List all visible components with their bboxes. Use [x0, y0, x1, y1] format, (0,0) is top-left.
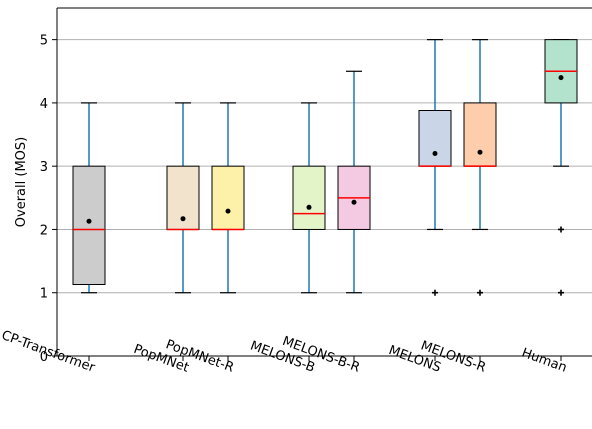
mean-marker	[558, 75, 564, 81]
outlier-marker	[558, 226, 564, 233]
y-tick-label: 2	[40, 223, 48, 238]
mean-marker	[477, 149, 483, 155]
mean-marker	[225, 208, 231, 214]
iqr-box	[463, 102, 497, 167]
mean-marker	[86, 218, 92, 224]
iqr-box	[292, 165, 326, 230]
box-human	[544, 39, 578, 296]
axes	[56, 7, 592, 357]
y-tick-label: 0	[40, 350, 48, 365]
box-popmnet	[166, 102, 200, 294]
box-plot-series	[72, 39, 578, 296]
x-tick-label: Human	[520, 346, 569, 376]
y-ticks: 0 1 2 3 4 5	[40, 34, 57, 365]
mean-marker	[351, 199, 357, 205]
x-tick-label: CP-Transformer	[0, 328, 97, 376]
box-cp-transformer	[72, 102, 106, 294]
box-popmnet-r	[211, 102, 245, 294]
iqr-box	[72, 165, 106, 286]
iqr-box	[211, 165, 245, 230]
box-melons-r	[463, 39, 497, 296]
box-melons-b	[292, 102, 326, 294]
iqr-box	[418, 110, 452, 167]
box-melons	[418, 39, 452, 296]
y-tick-label: 4	[40, 97, 48, 112]
mean-marker	[180, 216, 186, 222]
y-tick-label: 5	[40, 34, 48, 49]
y-tick-label: 1	[40, 287, 48, 302]
mean-marker	[306, 204, 312, 210]
outlier-marker	[477, 289, 483, 296]
y-tick-label: 3	[40, 160, 48, 175]
mean-marker	[432, 151, 438, 157]
box-melons-b-r	[337, 70, 371, 294]
y-axis-title: Overall (MOS)	[14, 137, 29, 227]
outlier-marker	[558, 289, 564, 296]
outlier-marker	[432, 289, 438, 296]
